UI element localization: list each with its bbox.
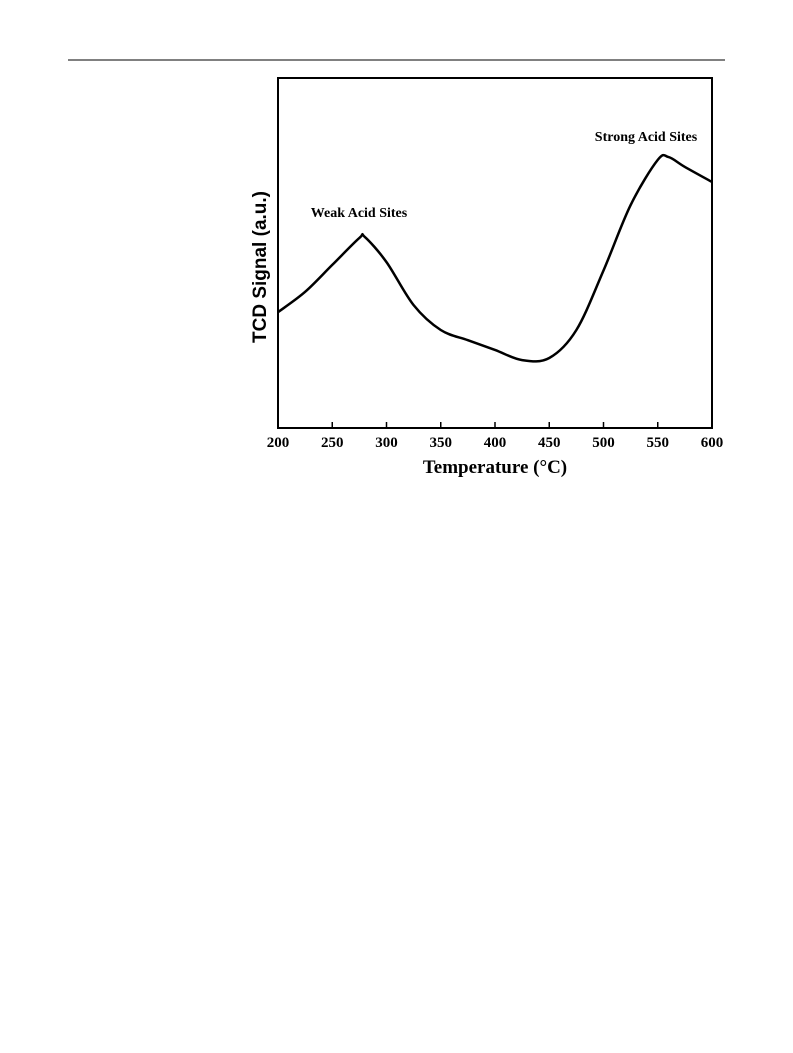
annotation: Strong Acid Sites: [595, 130, 698, 145]
x-axis-label: Temperature (°C): [423, 457, 567, 478]
x-tick-label: 200: [267, 435, 290, 451]
data-line: [277, 153, 713, 363]
x-tick-label: 250: [321, 435, 344, 451]
x-tick-label: 350: [430, 435, 453, 451]
x-tick-label: 400: [484, 435, 507, 451]
x-tick-label: 450: [538, 435, 561, 451]
x-tick-label: 550: [647, 435, 670, 451]
x-tick-label: 500: [592, 435, 615, 451]
annotation: Weak Acid Sites: [311, 206, 408, 221]
y-axis-label: TCD Signal (a.u.): [250, 191, 271, 343]
x-tick-label: 600: [701, 435, 724, 451]
x-tick-label: 300: [375, 435, 398, 451]
